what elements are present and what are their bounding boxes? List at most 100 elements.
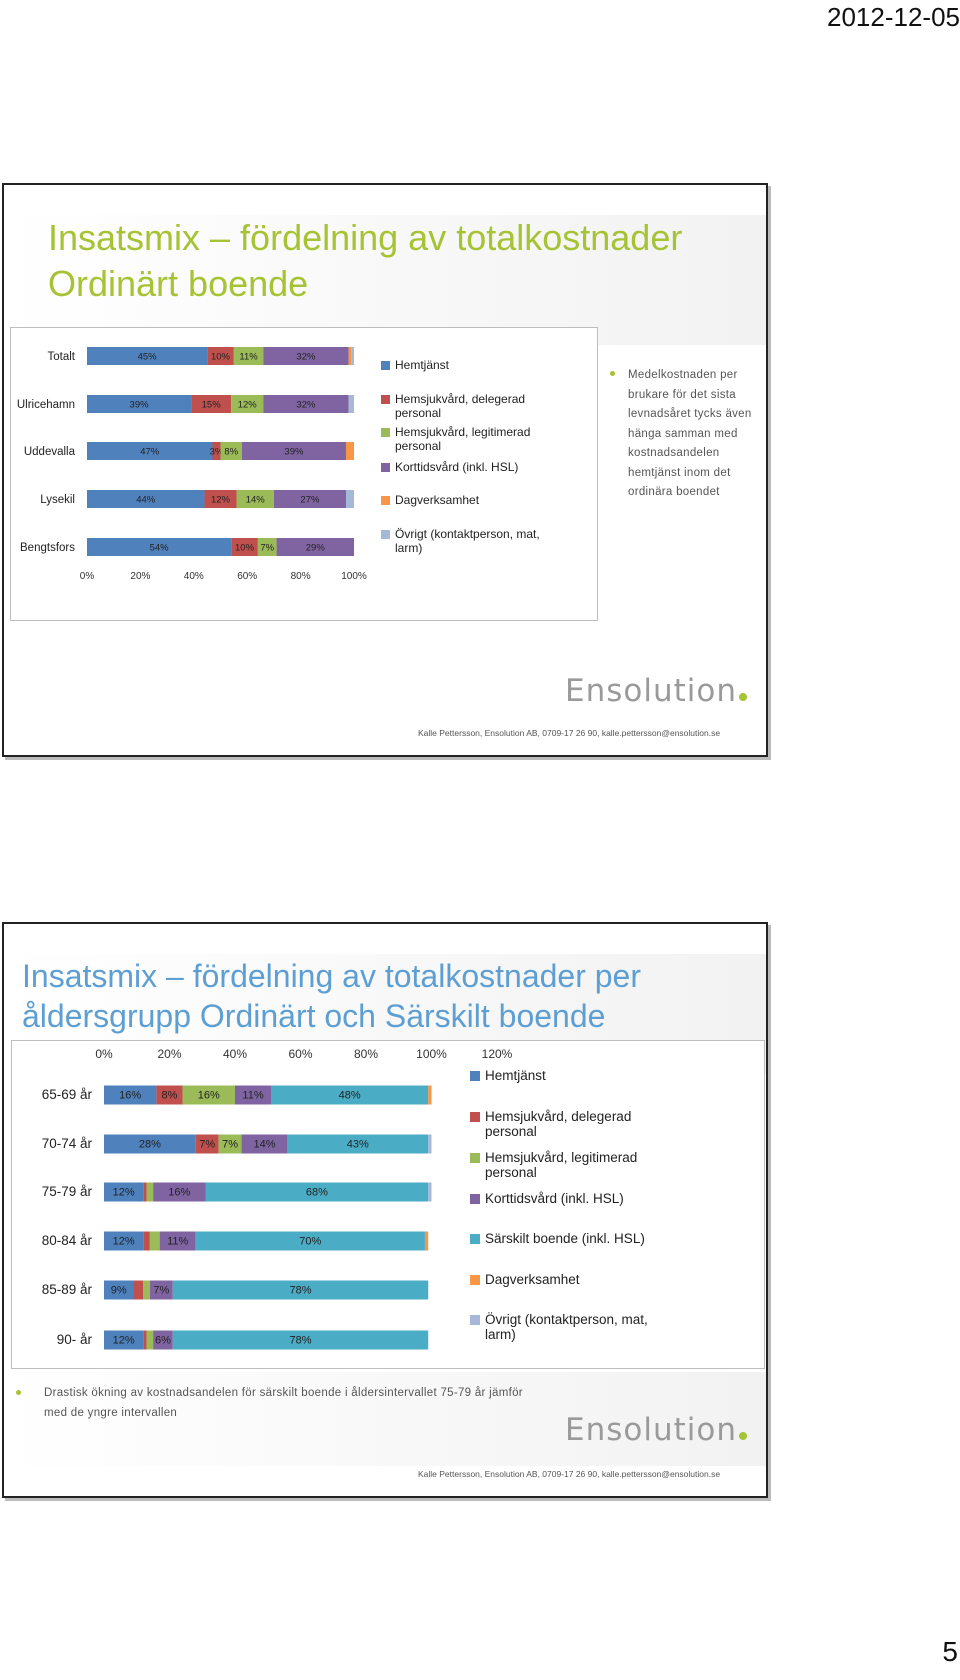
- bar-segment: [231, 395, 264, 413]
- data-label: 14%: [246, 495, 266, 506]
- legend-swatch: [470, 1153, 480, 1163]
- bar-segment: [273, 490, 346, 508]
- chart-1-plot: 0% 20% 40% 60% 80% 100% Totalt 45% 10% 11% 32% Ulri…: [17, 347, 367, 582]
- data-label: 11%: [167, 1236, 188, 1248]
- legend-label: Hemtjänst: [485, 1068, 546, 1083]
- legend-swatch: [381, 530, 390, 539]
- bar-segment: [241, 442, 346, 460]
- slide-1: Insatsmix – fördelning av totalkostnader…: [2, 183, 768, 757]
- data-label: 47%: [140, 447, 160, 458]
- legend-swatch: [470, 1315, 480, 1325]
- bar-segment: [143, 1231, 150, 1251]
- legend-label: Hemtjänst: [395, 358, 450, 372]
- legend-label: Hemsjukvård, delegerad personal: [485, 1109, 632, 1139]
- bar-segment: [218, 1134, 242, 1154]
- category-label: 65-69 år: [42, 1087, 93, 1102]
- bar-segment: [143, 1330, 147, 1350]
- legend-item: Övrigt (kontaktperson, mat, larm): [470, 1312, 680, 1342]
- data-label: 6%: [155, 1335, 171, 1347]
- note-text: Drastisk ökning av kostnadsandelen för s…: [44, 1384, 564, 1423]
- x-tick-label: 60%: [237, 571, 257, 582]
- legend-label: Korttidsvård (inkl. HSL): [395, 460, 519, 474]
- data-label: 7%: [153, 1285, 169, 1297]
- bar-segment: [146, 1182, 154, 1202]
- bar-segment: [104, 1085, 157, 1105]
- data-label: 12%: [238, 400, 258, 411]
- bar-segment: [104, 1280, 134, 1300]
- note-line: ordinära boendet: [628, 486, 720, 498]
- logo-text: Ensolution: [565, 1412, 737, 1448]
- note-line-2: med de yngre intervallen: [44, 1406, 178, 1419]
- bar-segment: [428, 1134, 432, 1154]
- bar-segment: [195, 1231, 425, 1251]
- data-label: 29%: [306, 543, 326, 554]
- legend-item: Korttidsvård (inkl. HSL): [381, 460, 561, 474]
- bar-segment: [104, 1134, 196, 1154]
- bar-segment: [236, 490, 274, 508]
- data-label: 12%: [113, 1335, 135, 1347]
- logo-text: Ensolution: [565, 673, 737, 709]
- data-label: 14%: [253, 1139, 275, 1151]
- bar-segment: [87, 442, 213, 460]
- bar-segment: [257, 538, 277, 556]
- legend-swatch: [470, 1071, 480, 1081]
- legend-swatch: [470, 1234, 480, 1244]
- legend-item: Hemsjukvård, legitimerad personal: [381, 425, 561, 453]
- note-line-1: Drastisk ökning av kostnadsandelen för s…: [44, 1387, 523, 1399]
- note-line: brukare för det sista: [628, 388, 736, 401]
- x-tick-label: 120%: [482, 1047, 513, 1061]
- data-label: 28%: [139, 1139, 161, 1151]
- legend-label: Korttidsvård (inkl. HSL): [485, 1191, 624, 1206]
- x-tick-label: 100%: [416, 1047, 447, 1061]
- bar-segment: [241, 1134, 288, 1154]
- data-label: 9%: [111, 1285, 127, 1297]
- data-label: 44%: [136, 495, 156, 506]
- bottom-band: [4, 1372, 766, 1466]
- bar-segment: [104, 1182, 144, 1202]
- bar-segment: [153, 1182, 206, 1202]
- category-label: Totalt: [48, 351, 76, 363]
- bar-segment: [345, 490, 354, 508]
- bar-segment: [146, 1330, 154, 1350]
- bar-segment: [87, 395, 192, 413]
- bar-segment: [263, 395, 349, 413]
- bar-segment: [87, 347, 208, 365]
- data-label: 68%: [306, 1187, 328, 1199]
- bar-segment: [424, 1231, 429, 1251]
- bullet-dot: [610, 371, 615, 376]
- data-label: 3%: [210, 447, 224, 458]
- bar-segment: [104, 1330, 144, 1350]
- bar-segment: [205, 1182, 429, 1202]
- legend-item: Dagverksamhet: [470, 1272, 680, 1287]
- legend-swatch: [470, 1194, 480, 1204]
- bar-segment: [133, 1280, 144, 1300]
- legend-item: Hemsjukvård, delegerad personal: [470, 1109, 680, 1139]
- data-label: 8%: [224, 447, 238, 458]
- bar-segment: [172, 1330, 429, 1350]
- x-tick-label: 80%: [354, 1047, 378, 1061]
- legend-swatch: [381, 496, 390, 505]
- legend-item: Dagverksamhet: [381, 493, 561, 507]
- x-tick-label: 80%: [291, 571, 311, 582]
- x-tick-label: 100%: [341, 571, 367, 582]
- category-label: 90- år: [57, 1332, 93, 1347]
- bar-segment: [348, 395, 354, 413]
- category-label: 85-89 år: [42, 1282, 93, 1297]
- x-tick-label: 20%: [157, 1047, 181, 1061]
- data-label: 43%: [347, 1139, 369, 1151]
- legend-swatch: [381, 395, 390, 404]
- data-label: 32%: [296, 400, 316, 411]
- x-tick-label: 40%: [184, 571, 204, 582]
- legend-item: Särskilt boende (inkl. HSL): [470, 1231, 680, 1246]
- chart-2-plot: 0% 20% 40% 60% 80% 100% 120% 65-69 år 16% 8% 16% 11…: [42, 1047, 513, 1350]
- chart-aldersgrupp: 0% 20% 40% 60% 80% 100% 120% 65-69 år 16% 8% 16% 11…: [11, 1040, 765, 1369]
- bullet-dot: [16, 1390, 21, 1395]
- x-tick-label: 60%: [288, 1047, 312, 1061]
- slide-title-line-1: Insatsmix – fördelning av totalkostnader: [48, 217, 683, 258]
- note-line: kostnadsandelen: [628, 447, 720, 459]
- note-line: Medelkostnaden per: [628, 369, 738, 381]
- category-label: 75-79 år: [42, 1184, 93, 1199]
- data-label: 16%: [119, 1090, 141, 1102]
- slide-title-line-2: åldersgrupp Ordinärt och Särskilt boende: [22, 998, 606, 1034]
- data-label: 16%: [198, 1090, 220, 1102]
